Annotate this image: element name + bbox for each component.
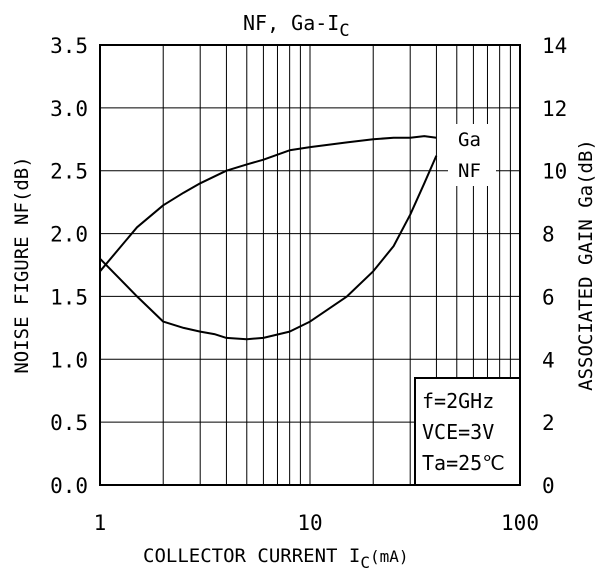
y2-tick-label: 10 [542, 160, 567, 184]
legend-label-nf: NF [458, 160, 481, 182]
y2-tick-labels: 0 2 4 6 8 10 12 14 [542, 34, 567, 498]
y2-tick-label: 0 [542, 474, 555, 498]
series-line-ga [99, 135, 437, 272]
x-axis-label: COLLECTOR CURRENT IC(mA) [143, 545, 409, 572]
legend-background [448, 124, 496, 186]
x-axis-label-unit: (mA) [370, 547, 409, 566]
legend-label-ga: Ga [458, 129, 481, 151]
x-tick-label: 1 [94, 511, 107, 535]
y-tick-label: 2.0 [50, 223, 88, 247]
series-line-nf [99, 155, 438, 341]
x-tick-labels: 1 10 100 [94, 511, 539, 535]
y-tick-labels: 0.0 0.5 1.0 1.5 2.0 2.5 3.0 3.5 [50, 34, 88, 498]
y2-tick-label: 4 [542, 348, 555, 372]
y2-tick-label: 12 [542, 97, 567, 121]
x-axis-label-subscript: C [360, 553, 370, 572]
conditions-box [414, 377, 521, 486]
condition-frequency: f=2GHz [422, 389, 494, 413]
chart-title-subscript: C [339, 21, 349, 41]
y2-axis-label: ASSOCIATED GAIN Ga(dB) [575, 139, 597, 391]
x-tick-label: 10 [297, 511, 322, 535]
y2-tick-label: 14 [542, 34, 567, 58]
x-tick-label: 100 [501, 511, 539, 535]
y-tick-label: 0.0 [50, 474, 88, 498]
condition-vce: VCE=3V [422, 420, 494, 444]
y-tick-label: 2.5 [50, 160, 88, 184]
series-lines [99, 135, 438, 341]
chart-title-main: NF, Ga-I [243, 11, 339, 35]
x-axis-label-main: COLLECTOR CURRENT I [143, 545, 360, 567]
y-tick-label: 3.0 [50, 97, 88, 121]
condition-temperature: Ta=25℃ [422, 451, 505, 475]
y-tick-label: 1.5 [50, 285, 88, 309]
y-tick-label: 3.5 [50, 34, 88, 58]
y-tick-label: 0.5 [50, 411, 88, 435]
y2-tick-label: 6 [542, 285, 555, 309]
chart-title: NF, Ga-IC [243, 11, 350, 41]
y2-tick-label: 2 [542, 411, 555, 435]
y-axis-label: NOISE FIGURE NF(dB) [11, 156, 33, 373]
y-tick-label: 1.0 [50, 348, 88, 372]
plot-frame [99, 44, 521, 486]
y2-tick-label: 8 [542, 223, 555, 247]
